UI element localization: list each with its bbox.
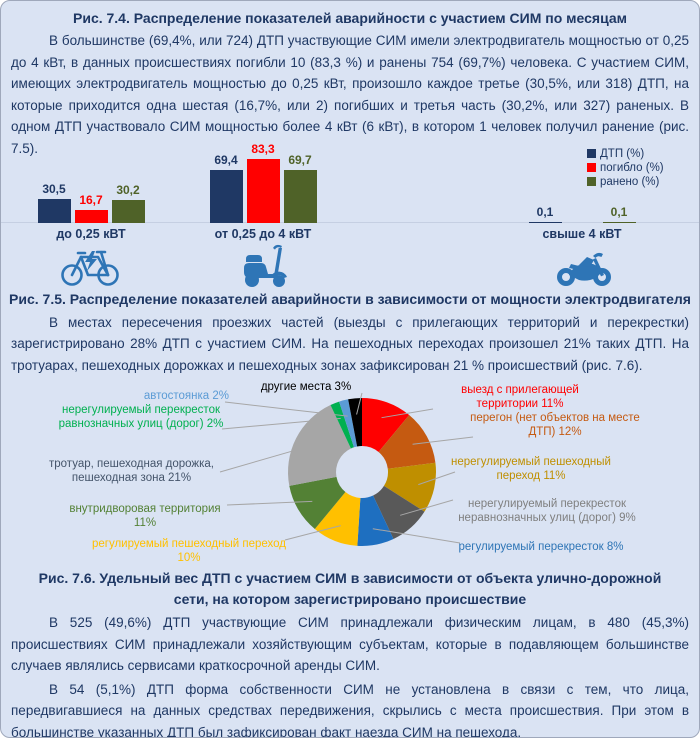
pie-leader-line — [381, 408, 434, 419]
bar-value-label: 69,7 — [288, 152, 312, 167]
pie-label: перегон (нет объектов на месте ДТП) 12% — [470, 412, 640, 438]
bar-category-label: до 0,25 кВТ — [56, 226, 126, 241]
pie-leader-line — [219, 445, 311, 473]
bar-value-label: 30,5 — [42, 182, 66, 197]
bar-chart-baseline — [1, 221, 699, 223]
bar — [111, 199, 145, 223]
vehicle-icons-row — [1, 242, 699, 288]
pie-slice — [289, 476, 346, 530]
pie-slice — [314, 492, 361, 546]
paragraph-2: В местах пересечения проезжих частей (вы… — [11, 314, 689, 373]
fig74-title: Рис. 7.4. Распределение показателей авар… — [73, 10, 627, 26]
lightning-bolt-icon — [85, 250, 97, 271]
pie-label: внутридворовая территория 11% — [69, 503, 221, 529]
pie-label: регулируемый перекресток 8% — [458, 541, 624, 553]
pie-label: другие места 3% — [260, 381, 352, 393]
legend-swatch-injured — [587, 177, 596, 186]
bar — [602, 221, 636, 223]
pie-label: регулируемый пешеходный переход 10% — [91, 538, 287, 564]
legend-label: ранено (%) — [600, 175, 660, 188]
bar-value-label: 0,1 — [536, 204, 554, 219]
legend-swatch-killed — [587, 163, 596, 172]
motorcycle-icon — [557, 252, 611, 286]
legend-item: погибло (%) — [587, 161, 664, 175]
legend-swatch-dtp — [587, 149, 596, 158]
legend-item: ДТП (%) — [587, 147, 664, 161]
fig75-title: Рис. 7.5. Распределение показателей авар… — [9, 290, 691, 307]
electric-bicycle-icon — [61, 250, 119, 286]
pie-label: нерегулируемый пешеходный переход 11% — [451, 456, 611, 482]
donut-chart — [219, 392, 474, 546]
pie-slice — [330, 401, 354, 449]
legend-item: ранено (%) — [587, 175, 664, 189]
bar-value-label: 0,1 — [610, 204, 628, 219]
bar-chart-legend: ДТП (%) погибло (%) ранено (%) — [587, 147, 664, 189]
pie-leader-line — [221, 417, 341, 430]
paragraph-1: В большинстве (69,4%, или 724) ДТП участ… — [11, 33, 689, 156]
pie-leader-line — [400, 499, 454, 516]
pie-chart-area: выезд с прилегающей территории 11% перег… — [1, 376, 699, 564]
bar-value-label: 16,7 — [79, 192, 103, 207]
pie-leader-line — [284, 525, 341, 541]
bar-value-label: 30,2 — [116, 182, 140, 197]
pie-slice — [348, 398, 362, 447]
pie-leader-line — [418, 471, 456, 486]
bar — [74, 209, 108, 223]
paragraph-3: В 525 (49,6%) ДТП участвующие СИМ принад… — [11, 615, 689, 673]
bar — [246, 159, 280, 223]
pie-slice — [357, 495, 394, 546]
pie-slice — [378, 414, 436, 469]
bar-category-label: от 0,25 до 4 кВТ — [214, 226, 312, 241]
pie-leader-line — [224, 401, 348, 417]
pie-slice — [383, 462, 436, 512]
bar-value-label: 69,4 — [214, 152, 238, 167]
fig76-title: Рис. 7.6. Удельный вес ДТП с участием СИ… — [38, 570, 662, 607]
bar — [209, 169, 243, 223]
bar — [528, 221, 562, 223]
scooter-icon — [244, 244, 287, 287]
pie-leader-line — [356, 392, 363, 415]
pie-slice — [287, 405, 351, 486]
bar-chart: ДТП (%) погибло (%) ранено (%) 30,5 69,4 0… — [1, 138, 699, 242]
pie-leader-line — [372, 528, 461, 544]
pie-slice — [373, 485, 425, 539]
legend-label: ДТП (%) — [600, 147, 645, 160]
pie-leader-line — [226, 500, 313, 506]
pie-label: нерегулируемый перекресток равнозначных … — [58, 404, 224, 430]
pie-label: автостоянка 2% — [143, 390, 229, 402]
pie-label: нерегулируемый перекресток неравнозначны… — [458, 498, 636, 524]
pie-slice — [362, 398, 410, 452]
bar-category-label: свыше 4 кВТ — [542, 226, 622, 241]
pie-slice — [339, 399, 358, 448]
bar-value-label: 83,3 — [251, 142, 275, 157]
legend-label: погибло (%) — [600, 161, 664, 174]
pie-label: тротуар, пешеходная дорожка, пешеходная … — [49, 458, 214, 484]
bar — [37, 199, 71, 223]
pie-leader-line — [412, 436, 474, 445]
pie-label: выезд с прилегающей территории 11% — [461, 384, 579, 410]
bar — [283, 169, 317, 223]
paragraph-4: В 54 (5,1%) ДТП форма собственности СИМ … — [11, 681, 689, 738]
